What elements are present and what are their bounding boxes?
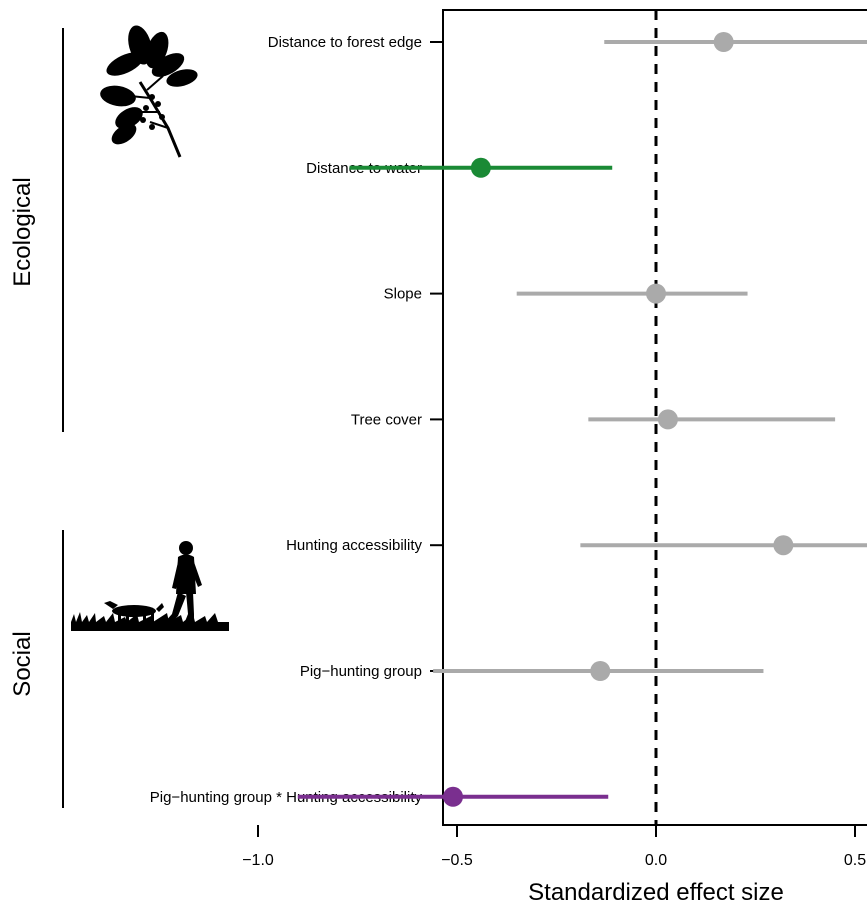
group-ecological: Ecological [9, 25, 198, 432]
x-tick-label: −0.5 [441, 852, 473, 869]
row-label: Hunting accessibility [286, 537, 422, 554]
group-label-social: Social [9, 631, 36, 696]
effect-estimate-point [470, 157, 491, 178]
effect-estimate-point [713, 32, 734, 52]
row-label: Pig−hunting group [300, 663, 422, 680]
forest-row: Distance to water [306, 157, 613, 178]
row-label: Distance to forest edge [268, 34, 422, 51]
forest-row: Pig−hunting group * Hunting accessibilit… [150, 786, 609, 807]
effect-estimate-point [646, 283, 666, 304]
forest-row: Pig−hunting group [300, 661, 764, 681]
row-label: Tree cover [351, 411, 422, 428]
plot-frame [442, 9, 867, 826]
x-axis: −1.0−0.50.00.51.0 [242, 825, 866, 869]
forest-row: Hunting accessibility [286, 535, 867, 556]
group-label-ecological: Ecological [9, 177, 36, 286]
x-tick-label: −1.0 [242, 852, 274, 869]
leaf-branch-icon [100, 25, 198, 158]
x-tick-label: 0.0 [645, 852, 667, 869]
rows-layer: Distance to forest edge Distance to water… [150, 32, 867, 807]
row-label: Slope [384, 286, 422, 303]
effect-estimate-point [657, 409, 678, 430]
forest-row: Tree cover [351, 409, 836, 430]
x-axis-title: Standardized effect size [528, 879, 784, 906]
effect-estimate-point [443, 786, 464, 807]
forest-row: Distance to forest edge [268, 32, 867, 52]
row-label: Pig−hunting group * Hunting accessibilit… [150, 789, 423, 806]
hunter-with-dog-icon [71, 541, 229, 631]
forest-row: Slope [384, 283, 748, 304]
group-social: Social [9, 530, 229, 808]
effect-estimate-point [773, 535, 794, 556]
x-tick-label: 0.5 [844, 852, 866, 869]
effect-estimate-point [590, 661, 611, 681]
